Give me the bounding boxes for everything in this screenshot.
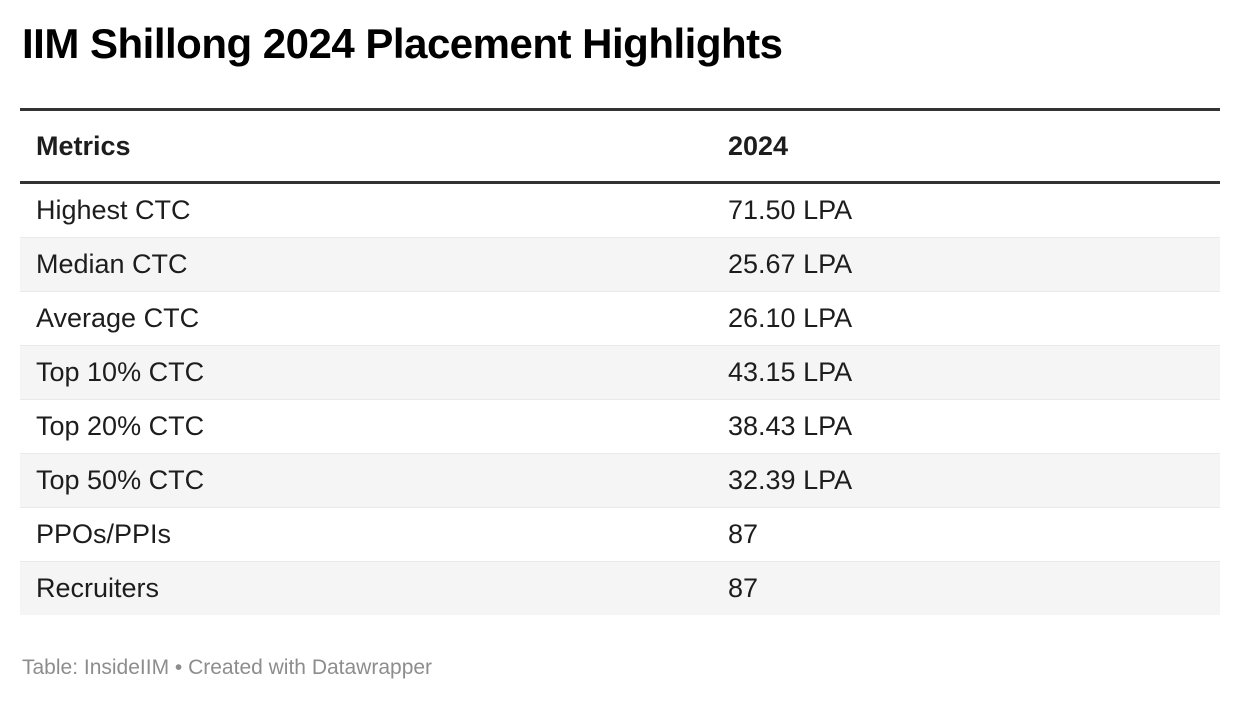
datawrapper-table-widget: IIM Shillong 2024 Placement Highlights M… <box>20 20 1220 680</box>
column-header-2024: 2024 <box>728 131 789 162</box>
table-row: Average CTC 26.10 LPA <box>20 292 1220 346</box>
table-row: Top 20% CTC 38.43 LPA <box>20 400 1220 454</box>
value-cell: 32.39 LPA <box>728 465 853 496</box>
table-row: PPOs/PPIs 87 <box>20 508 1220 562</box>
metric-cell: Median CTC <box>36 249 188 280</box>
value-cell: 87 <box>728 573 759 604</box>
table-row: Top 10% CTC 43.15 LPA <box>20 345 1220 400</box>
metric-cell: Top 50% CTC <box>36 465 205 496</box>
table-row: Median CTC 25.67 LPA <box>20 237 1220 292</box>
metric-cell: Top 20% CTC <box>36 411 205 442</box>
value-cell: 87 <box>728 519 759 550</box>
chart-title: IIM Shillong 2024 Placement Highlights <box>22 20 783 67</box>
column-header-metrics: Metrics <box>36 131 131 162</box>
metric-cell: Top 10% CTC <box>36 357 205 388</box>
table-body: Highest CTC 71.50 LPA Median CTC 25.67 L… <box>20 183 1220 616</box>
table-footer: Table: InsideIIM • Created with Datawrap… <box>22 655 1220 680</box>
metric-cell: Highest CTC <box>36 195 191 226</box>
footer-source-text: Table: InsideIIM • <box>22 656 189 680</box>
header-row: Metrics 2024 <box>20 109 1220 183</box>
value-cell: 71.50 LPA <box>728 195 853 226</box>
datawrapper-credit-link[interactable]: Created with Datawrapper <box>188 656 433 680</box>
metric-cell: Average CTC <box>36 303 200 334</box>
metric-cell: PPOs/PPIs <box>36 519 172 550</box>
placement-table: Metrics 2024 Highest CTC 71.50 LPA Media… <box>20 108 1220 616</box>
metric-cell: Recruiters <box>36 573 160 604</box>
table-row: Highest CTC 71.50 LPA <box>20 183 1220 238</box>
value-cell: 38.43 LPA <box>728 411 853 442</box>
table-row: Recruiters 87 <box>20 561 1220 616</box>
value-cell: 43.15 LPA <box>728 357 853 388</box>
value-cell: 25.67 LPA <box>728 249 853 280</box>
value-cell: 26.10 LPA <box>728 303 853 334</box>
table-row: Top 50% CTC 32.39 LPA <box>20 453 1220 508</box>
table-header: Metrics 2024 <box>20 109 1220 183</box>
